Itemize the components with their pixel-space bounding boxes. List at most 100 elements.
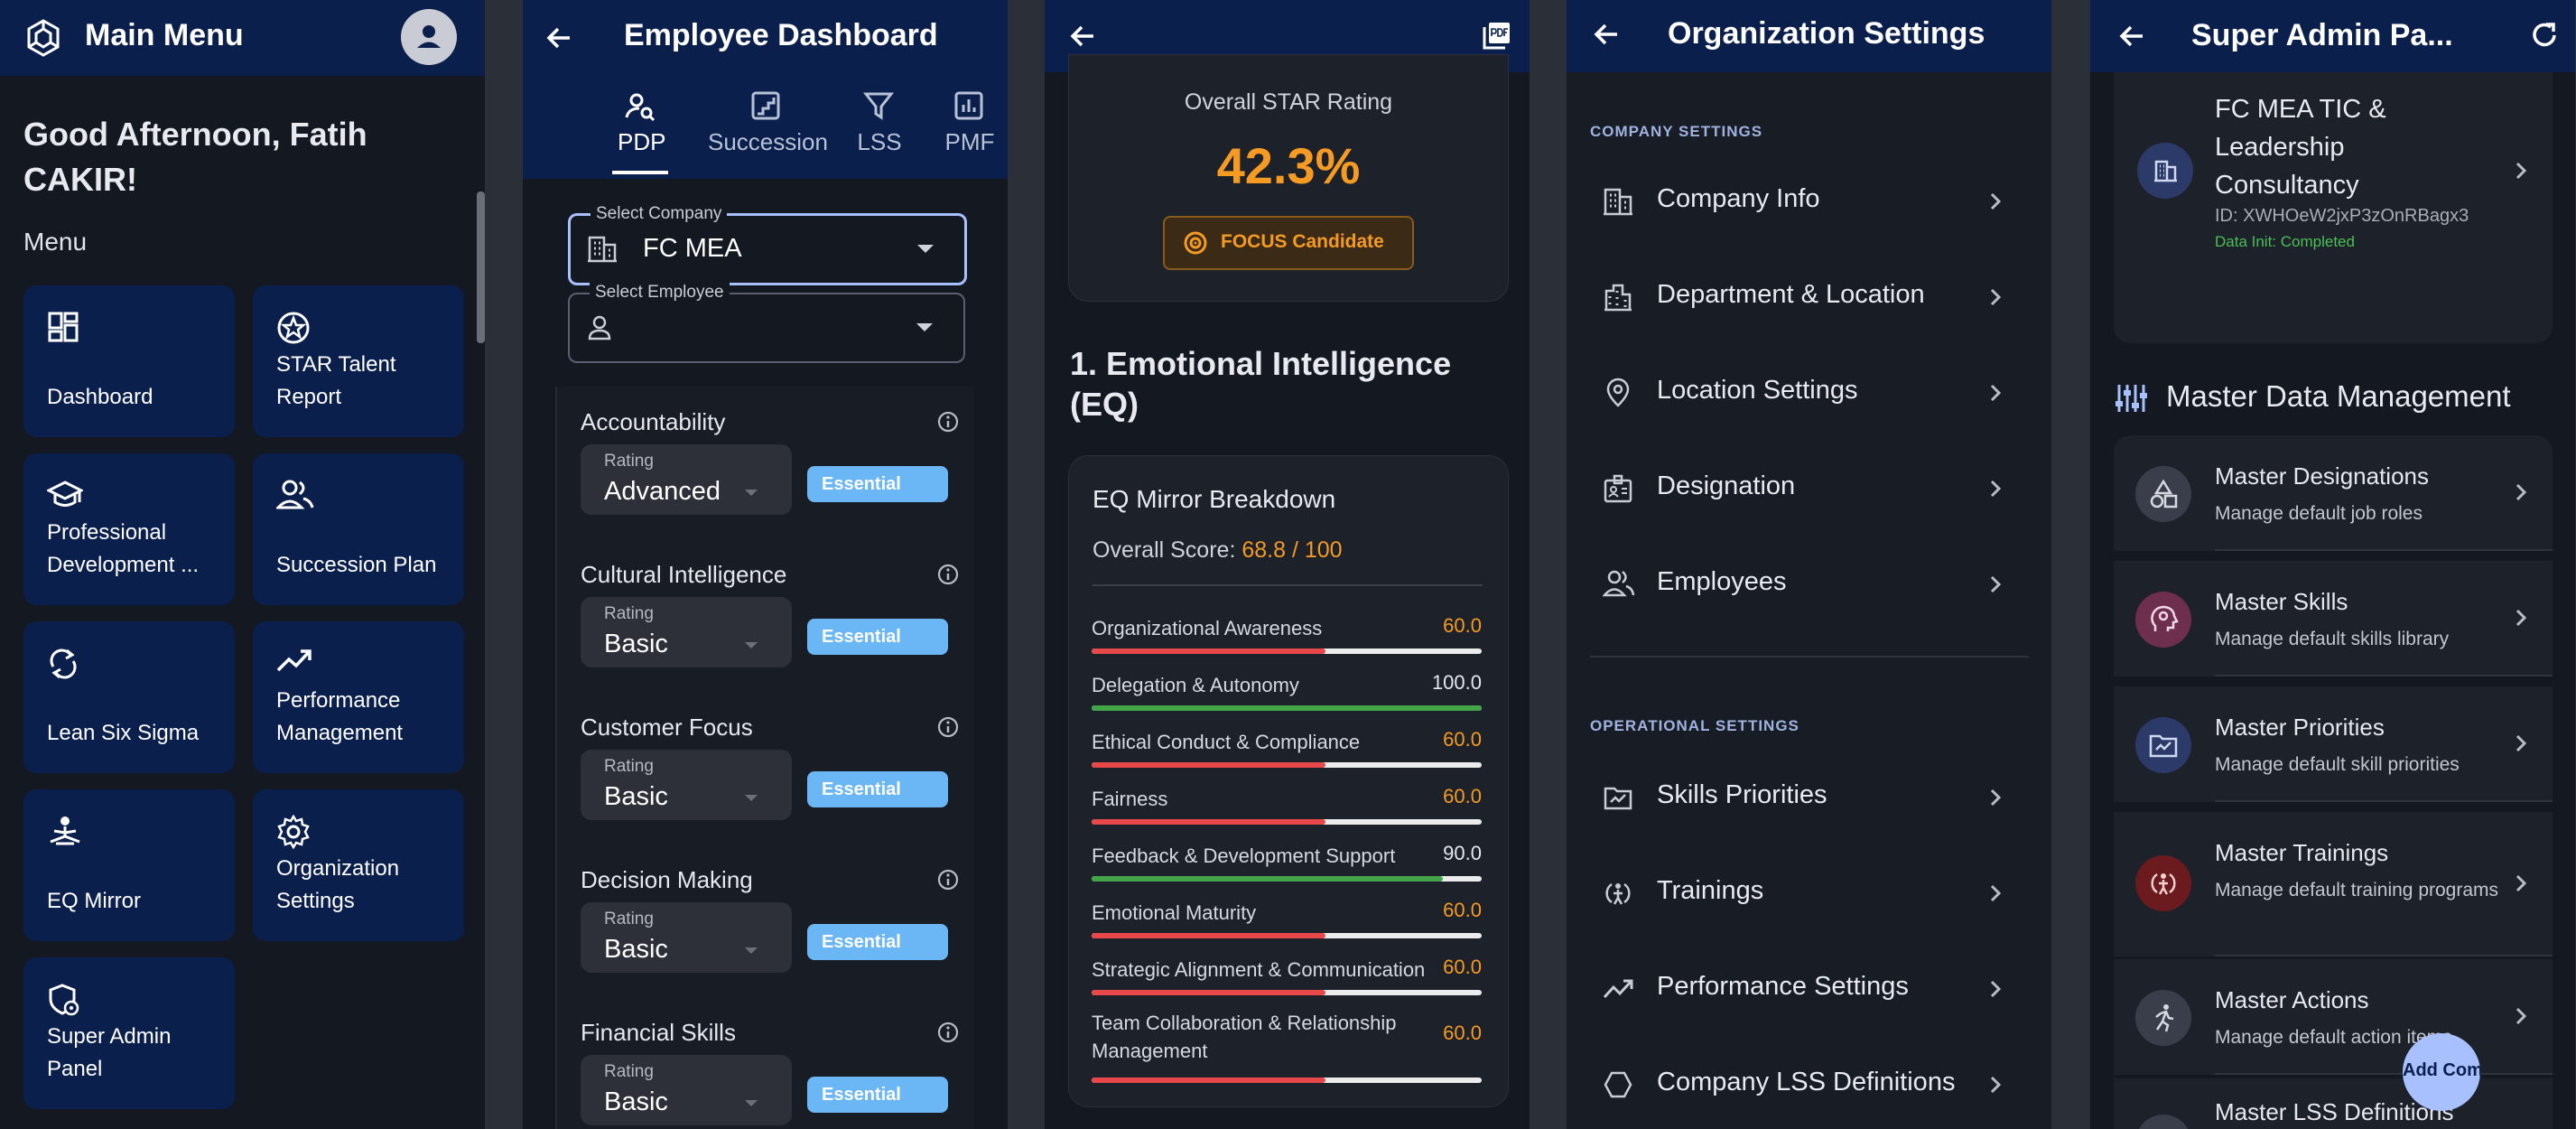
item-subtitle: Manage default job roles (2215, 503, 2423, 524)
tab-pdp[interactable]: PDP (612, 90, 668, 174)
master-designations-item[interactable]: Master Designations Manage default job r… (2114, 435, 2553, 551)
tile-professional-development[interactable]: Professional Development ... (23, 453, 235, 605)
settings-item-performance-settings[interactable]: Performance Settings (1590, 961, 2029, 1015)
tile-organization-settings[interactable]: Organization Settings (253, 789, 464, 941)
back-arrow-icon[interactable] (544, 23, 573, 52)
employee-dashboard-screen: Employee Dashboard PDP Succession LSS PM… (523, 0, 1008, 1129)
tile-lean-six-sigma[interactable]: Lean Six Sigma (23, 621, 235, 773)
master-skills-item[interactable]: Master Skills Manage default skills libr… (2114, 561, 2553, 676)
settings-item-department-location[interactable]: Department & Location (1590, 269, 2029, 323)
eq-metric-row: Strategic Alignment & Communication 60.0 (1092, 956, 1482, 995)
master-data-heading: Master Data Management (2166, 379, 2511, 413)
sync-icon (47, 647, 79, 681)
eq-metric-value: 100.0 (1431, 671, 1482, 694)
essential-badge: Essential (807, 924, 948, 960)
page-title: Employee Dashboard (624, 18, 938, 52)
settings-item-company-lss-definitions[interactable]: Company LSS Definitions (1590, 1057, 2029, 1111)
tab-label: Succession (708, 128, 828, 155)
divider (2215, 1073, 2553, 1075)
company-card[interactable]: FC MEA TIC & Leadership Consultancy ID: … (2114, 72, 2553, 343)
eq-metric-name: Delegation & Autonomy (1092, 674, 1299, 696)
scrollbar[interactable] (477, 191, 485, 343)
overall-star-rating-card: Overall STAR Rating 42.3% FOCUS Candidat… (1068, 54, 1509, 302)
profile-avatar-button[interactable] (401, 9, 457, 65)
info-icon[interactable] (936, 715, 960, 739)
page-title: Organization Settings (1668, 16, 1985, 51)
settings-item-company-info[interactable]: Company Info (1590, 173, 2029, 228)
rating-dropdown[interactable]: Rating Advanced (581, 444, 792, 515)
refresh-icon[interactable] (2529, 20, 2560, 51)
priority-folder-icon (1603, 782, 1633, 813)
graduation-cap-icon (47, 479, 83, 511)
master-lss-definitions-item[interactable]: Master LSS Definitions (2114, 1078, 2553, 1129)
bar-chart-icon (953, 90, 986, 123)
settings-item-designation[interactable]: Designation (1590, 461, 2029, 515)
info-icon[interactable] (936, 563, 960, 586)
tab-lss[interactable]: LSS (857, 90, 902, 156)
competency-name: Accountability (581, 408, 726, 435)
tile-succession-plan[interactable]: Succession Plan (253, 453, 464, 605)
settings-item-label: Location Settings (1657, 376, 1858, 405)
field-label: Select Company (591, 204, 728, 224)
add-company-fab[interactable]: Add Com (2403, 1033, 2480, 1111)
icon-circle (2135, 592, 2191, 648)
select-employee-dropdown[interactable]: Select Employee (568, 283, 965, 363)
chevron-right-icon (1989, 191, 2002, 211)
trending-up-icon (276, 647, 312, 674)
tile-label: Professional Development ... (47, 520, 200, 577)
back-arrow-icon[interactable] (2117, 22, 2146, 51)
info-icon[interactable] (936, 1021, 960, 1044)
tile-super-admin-panel[interactable]: Super Admin Panel (23, 957, 235, 1109)
tile-performance-management[interactable]: Performance Management (253, 621, 464, 773)
tab-pmf[interactable]: PMF (943, 90, 997, 156)
pdf-export-icon[interactable] (1482, 20, 1512, 51)
chevron-right-icon (1989, 574, 2002, 594)
employee-dashboard-app-bar: Employee Dashboard (523, 0, 1008, 76)
settings-item-skills-priorities[interactable]: Skills Priorities (1590, 770, 2029, 824)
master-trainings-item[interactable]: Master Trainings Manage default training… (2114, 812, 2553, 956)
info-icon[interactable] (936, 868, 960, 891)
eq-metric-value: 60.0 (1443, 785, 1482, 807)
person-search-icon (624, 90, 656, 123)
info-icon[interactable] (936, 410, 960, 434)
eq-metric-value: 60.0 (1443, 1022, 1482, 1044)
building-icon (1603, 186, 1633, 217)
icon-circle (2135, 466, 2191, 522)
rating-dropdown[interactable]: Rating Basic (581, 750, 792, 820)
chevron-right-icon (2515, 733, 2527, 753)
people-icon (276, 479, 314, 511)
master-actions-item[interactable]: Master Actions Manage default action ite… (2114, 959, 2553, 1075)
eq-progress-fill (1092, 990, 1326, 995)
tab-succession[interactable]: Succession (708, 90, 828, 156)
tile-eq-mirror[interactable]: EQ Mirror (23, 789, 235, 941)
eq-progress-bar (1092, 819, 1482, 825)
back-arrow-icon[interactable] (1068, 22, 1097, 51)
divider (2215, 675, 2553, 676)
item-title: Master Designations (2215, 462, 2429, 490)
competency-row: Financial Skills Rating Basic Essential (581, 1019, 960, 1125)
settings-item-employees[interactable]: Employees (1590, 556, 2029, 611)
dropdown-arrow-icon (745, 490, 758, 496)
eq-progress-fill (1092, 876, 1443, 882)
icon-circle (2135, 1115, 2191, 1129)
eq-progress-bar (1092, 705, 1482, 711)
rating-dropdown[interactable]: Rating Basic (581, 902, 792, 973)
selected-company-value: FC MEA (643, 234, 742, 263)
rating-dropdown[interactable]: Rating Basic (581, 597, 792, 667)
eq-progress-bar (1092, 648, 1482, 654)
eq-progress-fill (1092, 933, 1326, 938)
tile-star-talent-report[interactable]: STAR Talent Report (253, 285, 464, 437)
tile-dashboard[interactable]: Dashboard (23, 285, 235, 437)
tile-label: Succession Plan (276, 553, 437, 577)
rating-dropdown[interactable]: Rating Basic (581, 1055, 792, 1125)
select-company-dropdown[interactable]: Select Company FC MEA (568, 204, 967, 285)
back-arrow-icon[interactable] (1592, 20, 1621, 49)
company-settings-heading: COMPANY SETTINGS (1590, 123, 1763, 140)
settings-item-trainings[interactable]: Trainings (1590, 865, 2029, 919)
eq-metric-row: Ethical Conduct & Compliance 60.0 (1092, 728, 1482, 768)
star-report-screen: Overall STAR Rating 42.3% FOCUS Candidat… (1045, 0, 1530, 1129)
section-title: 1. Emotional Intelligence (EQ) (1070, 345, 1452, 423)
master-priorities-item[interactable]: Master Priorities Manage default skill p… (2114, 686, 2553, 802)
settings-item-location-settings[interactable]: Location Settings (1590, 365, 2029, 419)
rating-value: Basic (604, 782, 668, 811)
